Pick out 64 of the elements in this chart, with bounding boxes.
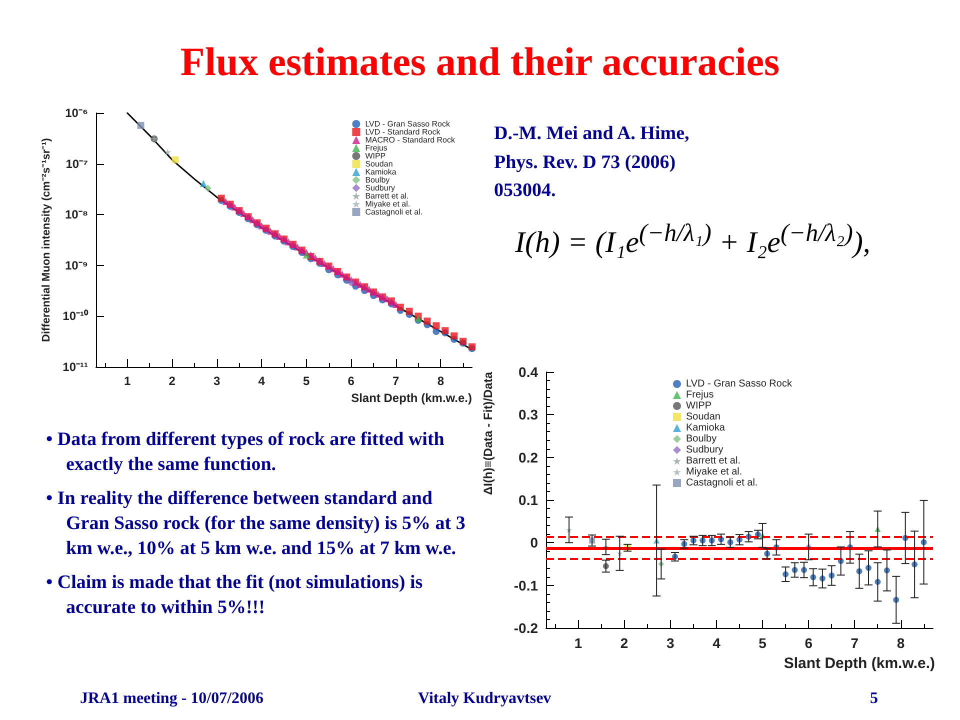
legend-label: Castagnoli et al. <box>365 208 423 216</box>
y-tick-label: 0.2 <box>518 449 538 466</box>
x-axis-title: Slant Depth (km.w.e.) <box>784 655 936 672</box>
x-tick-label: 6 <box>804 635 813 651</box>
x-tick-label: 5 <box>758 635 767 651</box>
y-axis-title: ΔI(h)≡(Data - Fit)/Data <box>481 372 495 495</box>
x-tick-label: 1 <box>574 635 582 651</box>
legend-label: WIPP <box>686 400 712 412</box>
legend-label: Castagnoli et al. <box>686 478 758 488</box>
legend-label: Boulby <box>365 176 390 184</box>
y-tick-label: 0.4 <box>518 364 538 380</box>
y-axis-title: Differential Muon intensity (cm⁻²s⁻¹sr⁻¹) <box>40 138 52 342</box>
legend-label: Soudan <box>686 412 720 422</box>
x-tick-label: 7 <box>392 374 400 388</box>
x-tick-label: 8 <box>896 635 905 651</box>
x-tick-label: 6 <box>348 374 355 388</box>
legend-label: MACRO - Standard Rock <box>365 136 456 144</box>
x-tick-label: 7 <box>850 635 859 651</box>
y-tick-label: 10⁻⁹ <box>64 258 88 272</box>
y-tick-label: 10⁻⁶ <box>65 106 88 120</box>
y-tick-label: 10⁻⁷ <box>66 156 88 171</box>
x-tick-label: 8 <box>437 374 444 388</box>
legend-label: WIPP <box>365 152 386 160</box>
legend-label: Kamioka <box>686 422 726 434</box>
legend-label: Sudbury <box>365 184 395 192</box>
legend-label: LVD - Gran Sasso Rock <box>365 120 451 128</box>
x-tick-label: 2 <box>168 374 176 388</box>
y-tick-label: 10⁻¹⁰ <box>62 309 89 324</box>
x-tick-label: 4 <box>712 635 721 651</box>
legend-label: Barrett et al. <box>365 192 409 200</box>
text: I(h) = (I₁e$^{(−h/λ₁)}$ + I₂e$^{(−h/λ₂)}$), <box>515 220 870 260</box>
y-tick-label: 10⁻⁸ <box>64 208 88 222</box>
text: 5 <box>870 690 878 708</box>
x-tick-label: 1 <box>124 374 131 388</box>
legend-label: Frejus <box>365 144 388 152</box>
legend-label: Soudan <box>365 160 393 168</box>
legend-label: Kamioka <box>365 168 397 176</box>
y-tick-label: 0 <box>530 534 538 551</box>
legend-label: Sudbury <box>686 444 724 456</box>
text: Vitaly Kudryavtsev <box>418 690 552 708</box>
text: • Data from different types of rock are fitted with exactly the same function. <box>46 428 446 477</box>
legend-label: LVD - Gran Sasso Rock <box>686 378 793 390</box>
y-tick-label: 0.1 <box>518 492 538 508</box>
y-tick-label: -0.2 <box>514 620 538 636</box>
x-axis-title: Slant Depth (km.w.e.) <box>351 391 472 405</box>
x-tick-label: 5 <box>303 374 310 388</box>
text: • Claim is made that the fit (not simulations) is accurate to within 5%!!! <box>46 571 424 620</box>
x-tick-label: 3 <box>666 635 674 651</box>
legend-label: Boulby <box>686 434 717 444</box>
legend-label: Frejus <box>686 390 714 400</box>
text: • In reality the difference between standard and Gran Sasso rock (for the same density) is 5% at 3 km w.e., 10% at 5 km w.e. and 15% at 7 km w.e. <box>46 487 466 561</box>
y-tick-label: 10⁻¹¹ <box>62 360 88 374</box>
legend-label: Miyake et al. <box>686 466 742 478</box>
legend-label: Barrett et al. <box>686 456 740 466</box>
x-tick-label: 2 <box>620 635 628 651</box>
chart-title: Flux estimates and their accuracies <box>179 38 781 85</box>
x-tick-label: 4 <box>258 374 266 388</box>
legend-label: LVD - Standard Rock <box>365 128 442 136</box>
text: JRA1 meeting - 10/07/2006 <box>80 690 264 708</box>
x-tick-label: 3 <box>214 374 221 388</box>
legend-label: Miyake et al. <box>365 200 410 208</box>
text: D.-M. Mei and A. Hime, Phys. Rev. D 73 (2006) 053004. <box>494 122 690 203</box>
y-tick-label: -0.1 <box>514 577 538 594</box>
y-tick-label: 0.3 <box>518 406 538 423</box>
